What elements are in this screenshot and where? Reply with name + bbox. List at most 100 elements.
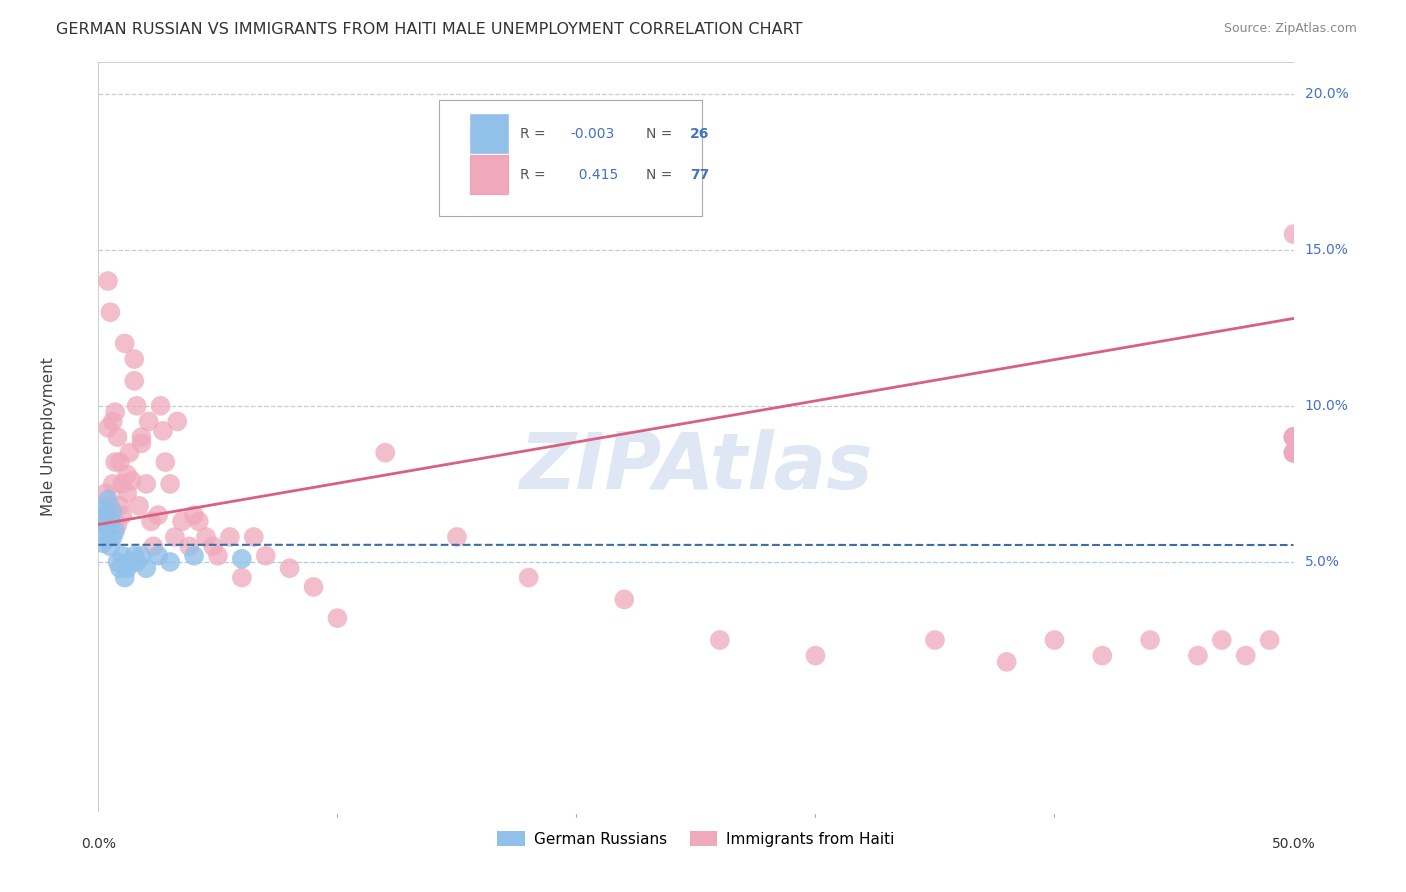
Point: [98, 514, 122, 528]
Point: [219, 530, 242, 544]
Point: [91, 501, 114, 516]
Text: 0.0%: 0.0%: [82, 837, 115, 851]
Point: [183, 549, 205, 563]
Point: [1091, 648, 1114, 663]
Point: [98, 305, 122, 319]
Point: [118, 555, 141, 569]
Point: [124, 351, 146, 366]
Point: [115, 561, 138, 575]
Point: [125, 399, 148, 413]
Text: GERMAN RUSSIAN VS IMMIGRANTS FROM HAITI MALE UNEMPLOYMENT CORRELATION CHART: GERMAN RUSSIAN VS IMMIGRANTS FROM HAITI …: [56, 22, 803, 37]
Point: [104, 405, 127, 419]
Point: [374, 445, 396, 460]
Point: [155, 455, 177, 469]
Point: [804, 648, 827, 663]
Point: [709, 633, 731, 648]
Point: [115, 467, 138, 482]
Point: [94, 486, 117, 500]
Point: [91, 508, 114, 523]
Point: [115, 486, 138, 500]
Point: [111, 549, 134, 563]
Point: [1282, 430, 1305, 444]
Point: [118, 445, 141, 460]
Point: [166, 414, 188, 428]
Point: [107, 430, 129, 444]
Text: Source: ZipAtlas.com: Source: ZipAtlas.com: [1223, 22, 1357, 36]
Point: [517, 571, 540, 585]
Point: [135, 561, 157, 575]
Point: [179, 539, 201, 553]
Point: [101, 414, 124, 428]
Point: [125, 555, 148, 569]
Point: [1234, 648, 1257, 663]
Text: 5.0%: 5.0%: [1305, 555, 1340, 569]
Text: Male Unemployment: Male Unemployment: [41, 358, 56, 516]
Text: N =: N =: [645, 127, 676, 141]
Point: [111, 476, 134, 491]
Point: [108, 455, 131, 469]
Point: [1282, 430, 1305, 444]
Point: [94, 526, 117, 541]
Point: [613, 592, 636, 607]
Point: [1282, 227, 1305, 241]
Point: [163, 530, 186, 544]
Point: [1282, 445, 1305, 460]
Point: [131, 430, 153, 444]
Text: ZIPAtlas: ZIPAtlas: [519, 429, 873, 505]
Text: 26: 26: [690, 127, 710, 141]
Point: [1282, 430, 1305, 444]
Point: [207, 549, 229, 563]
Point: [131, 549, 153, 563]
Point: [195, 530, 218, 544]
Point: [98, 539, 122, 553]
Point: [108, 499, 131, 513]
Point: [94, 508, 117, 523]
Point: [101, 530, 124, 544]
FancyBboxPatch shape: [439, 100, 702, 216]
Text: R =: R =: [520, 168, 550, 182]
Point: [152, 424, 174, 438]
Point: [243, 530, 266, 544]
Point: [138, 414, 160, 428]
FancyBboxPatch shape: [470, 155, 509, 194]
Point: [1043, 633, 1066, 648]
Point: [139, 514, 162, 528]
Point: [142, 539, 165, 553]
Point: [1211, 633, 1233, 648]
Point: [121, 474, 143, 488]
Text: N =: N =: [645, 168, 676, 182]
Point: [1258, 633, 1281, 648]
Point: [97, 274, 120, 288]
FancyBboxPatch shape: [470, 114, 509, 153]
Point: [90, 514, 112, 528]
Point: [97, 492, 120, 507]
Point: [108, 561, 131, 575]
Point: [187, 514, 209, 528]
Point: [97, 520, 120, 534]
Point: [159, 476, 181, 491]
Point: [924, 633, 946, 648]
Point: [1187, 648, 1209, 663]
Text: 77: 77: [690, 168, 709, 182]
Point: [104, 455, 127, 469]
Point: [302, 580, 325, 594]
Point: [128, 499, 150, 513]
Point: [91, 536, 114, 550]
Point: [202, 539, 225, 553]
Point: [278, 561, 301, 575]
Point: [1282, 430, 1305, 444]
Point: [148, 549, 170, 563]
Text: 20.0%: 20.0%: [1305, 87, 1348, 101]
Point: [183, 508, 205, 523]
Point: [97, 420, 120, 434]
Point: [1282, 445, 1305, 460]
Point: [149, 399, 172, 413]
Point: [159, 555, 181, 569]
Point: [148, 508, 170, 523]
Legend: German Russians, Immigrants from Haiti: German Russians, Immigrants from Haiti: [491, 825, 901, 853]
Point: [98, 499, 122, 513]
Point: [135, 476, 157, 491]
Point: [1282, 445, 1305, 460]
Point: [107, 555, 129, 569]
Text: 15.0%: 15.0%: [1305, 243, 1348, 257]
